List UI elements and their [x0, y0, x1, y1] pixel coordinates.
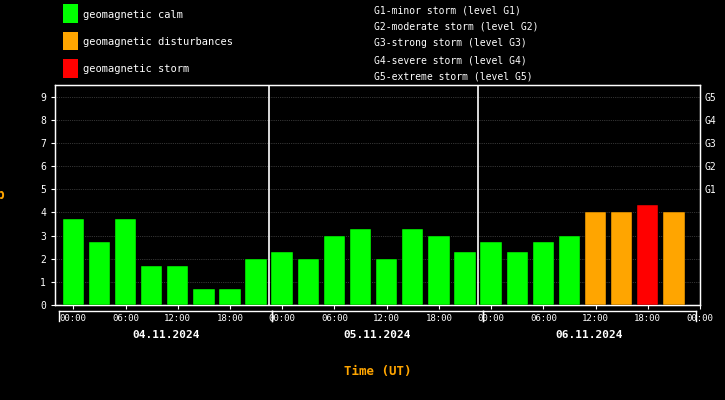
Bar — [271, 252, 293, 305]
Bar — [115, 219, 136, 305]
Text: G2-moderate storm (level G2): G2-moderate storm (level G2) — [373, 22, 538, 32]
Bar — [141, 266, 162, 305]
Bar — [193, 289, 215, 305]
Bar — [245, 259, 267, 305]
Text: G5-extreme storm (level G5): G5-extreme storm (level G5) — [373, 72, 532, 82]
Bar — [428, 236, 450, 305]
Bar — [611, 212, 632, 305]
Bar — [63, 4, 78, 23]
Bar — [533, 242, 554, 305]
Text: G4-severe storm (level G4): G4-severe storm (level G4) — [373, 55, 526, 65]
Bar — [402, 228, 423, 305]
Text: 04.11.2024: 04.11.2024 — [132, 330, 200, 340]
Text: geomagnetic disturbances: geomagnetic disturbances — [83, 37, 233, 47]
Bar — [323, 236, 345, 305]
Text: Time (UT): Time (UT) — [344, 365, 411, 378]
Bar — [88, 242, 110, 305]
Bar — [585, 212, 606, 305]
Bar — [63, 59, 78, 78]
Text: geomagnetic calm: geomagnetic calm — [83, 10, 183, 20]
Bar — [507, 252, 528, 305]
Bar — [637, 206, 658, 305]
Text: geomagnetic storm: geomagnetic storm — [83, 64, 189, 74]
Bar — [219, 289, 241, 305]
Bar — [376, 259, 397, 305]
Bar — [167, 266, 188, 305]
Bar — [63, 32, 78, 50]
Bar — [481, 242, 502, 305]
Bar — [350, 228, 371, 305]
Bar — [663, 212, 684, 305]
Bar — [297, 259, 319, 305]
Text: 05.11.2024: 05.11.2024 — [344, 330, 411, 340]
Text: G3-strong storm (level G3): G3-strong storm (level G3) — [373, 38, 526, 48]
Text: 06.11.2024: 06.11.2024 — [555, 330, 623, 340]
Bar — [62, 219, 84, 305]
Text: Kp: Kp — [0, 188, 5, 202]
Bar — [455, 252, 476, 305]
Text: G1-minor storm (level G1): G1-minor storm (level G1) — [373, 5, 521, 15]
Bar — [559, 236, 580, 305]
